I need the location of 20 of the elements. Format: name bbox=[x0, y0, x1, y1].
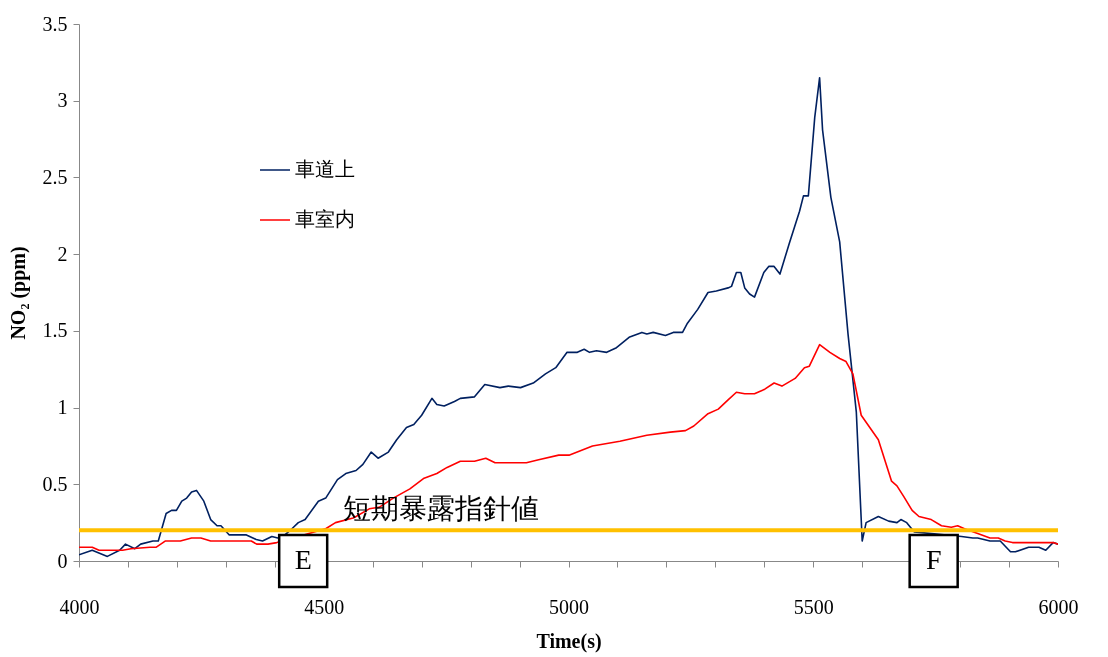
y-tick-label: 0.5 bbox=[42, 472, 68, 495]
x-axis-title: Time(s) bbox=[536, 629, 602, 653]
y-tick-label: 0 bbox=[57, 549, 68, 572]
y-tick-label: 1 bbox=[57, 396, 68, 419]
y-tick-label: 3.5 bbox=[42, 12, 68, 35]
y-tick-label: 3 bbox=[57, 89, 68, 112]
x-tick-label: 4000 bbox=[59, 595, 100, 618]
x-tick-label: 6000 bbox=[1038, 595, 1079, 618]
y-tick-label: 2.5 bbox=[42, 165, 68, 188]
y-axis-title: NO₂ (ppm) bbox=[6, 246, 30, 340]
annotation: E bbox=[294, 544, 312, 575]
y-tick-label: 1.5 bbox=[42, 319, 68, 342]
x-tick-label: 5000 bbox=[549, 595, 589, 618]
x-tick-label: 5500 bbox=[793, 595, 834, 618]
legend-label: 車室内 bbox=[295, 208, 355, 230]
legend-label: 車道上 bbox=[295, 158, 355, 180]
x-tick-label: 4500 bbox=[304, 595, 345, 618]
y-tick-label: 2 bbox=[57, 242, 68, 265]
line-series bbox=[79, 343, 1058, 552]
annotation: F bbox=[925, 544, 942, 575]
